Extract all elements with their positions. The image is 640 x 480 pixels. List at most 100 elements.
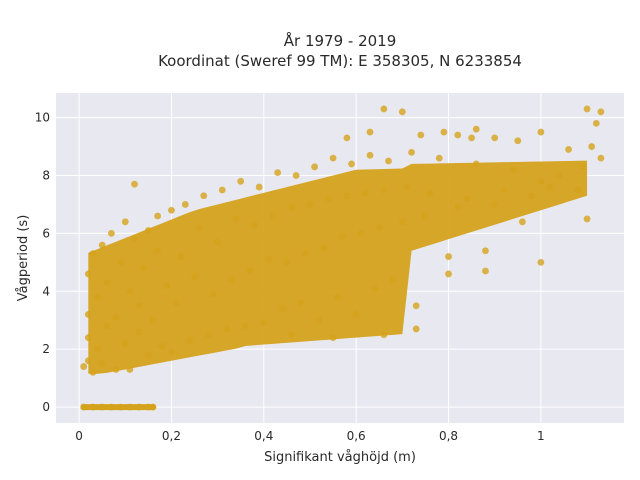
scatter-point (426, 189, 434, 197)
scatter-point (200, 192, 208, 200)
scatter-point (398, 218, 406, 226)
scatter-point (288, 203, 295, 211)
scatter-point (288, 331, 295, 339)
scatter-point (509, 166, 517, 174)
scatter-point (583, 215, 591, 223)
y-tick-label: 2 (42, 342, 50, 356)
scatter-point (94, 293, 101, 301)
scatter-point (546, 183, 554, 191)
scatter-point (343, 192, 351, 200)
scatter-point (98, 241, 106, 249)
scatter-point (412, 302, 420, 310)
scatter-point (385, 157, 392, 165)
scatter-point (108, 403, 115, 411)
scatter-point (255, 183, 263, 191)
scatter-point (389, 276, 397, 284)
scatter-point (251, 221, 258, 229)
scatter-point (445, 270, 452, 278)
scatter-point (537, 128, 545, 136)
scatter-point (334, 293, 342, 301)
scatter-point (579, 163, 586, 171)
scatter-point (117, 258, 125, 266)
scatter-point (149, 316, 157, 324)
scatter-point (84, 311, 92, 318)
scatter-point (519, 218, 526, 226)
scatter-point (463, 195, 471, 203)
scatter-point (121, 218, 129, 226)
scatter-point (191, 273, 198, 281)
y-axis-title: Vågperiod (s) (16, 215, 31, 302)
scatter-point (592, 119, 600, 127)
scatter-point (537, 177, 545, 185)
scatter-point (283, 258, 291, 266)
x-tick-label: 0,6 (347, 429, 366, 443)
scatter-point (94, 345, 101, 353)
scatter-point (306, 201, 314, 208)
x-axis-ticks: 0 0,2 0,4 0,6 0,8 1 (75, 429, 544, 443)
y-tick-label: 4 (42, 284, 50, 298)
scatter-point (223, 325, 231, 333)
scatter-point (412, 325, 420, 333)
y-tick-label: 10 (35, 111, 50, 125)
scatter-point (181, 201, 189, 208)
scatter-point (158, 342, 166, 350)
scatter-point (89, 403, 97, 411)
scatter-point (380, 105, 388, 113)
scatter-point (292, 172, 300, 179)
scatter-point (325, 195, 332, 203)
scatter-point (482, 267, 489, 275)
scatter-point (232, 215, 240, 223)
scatter-point (84, 334, 92, 342)
scatter-point (408, 148, 415, 156)
scatter-point (108, 229, 115, 237)
scatter-point (329, 154, 337, 162)
scatter-point (348, 160, 355, 168)
scatter-point (195, 224, 203, 232)
scatter-point (149, 403, 157, 411)
scatter-point (103, 279, 111, 287)
scatter-point (112, 366, 120, 373)
scatter-point (315, 316, 323, 324)
scatter-point (417, 131, 425, 139)
scatter-point (241, 322, 249, 330)
scatter-point (144, 227, 152, 234)
scatter-point (597, 154, 605, 162)
scatter-point (597, 108, 605, 116)
scatter-point (89, 250, 97, 258)
y-axis-ticks: 0 2 4 6 8 10 (35, 111, 50, 414)
scatter-point (500, 186, 508, 194)
scatter-point (361, 189, 369, 197)
scatter-point (375, 224, 383, 232)
scatter-point (172, 299, 180, 307)
scatter-point (403, 183, 411, 191)
scatter-point (274, 169, 282, 177)
scatter-point (338, 232, 346, 240)
scatter-point (177, 253, 185, 260)
scatter-point (117, 403, 125, 411)
scatter-point (131, 235, 138, 243)
scatter-point (583, 105, 591, 113)
scatter-point (126, 366, 134, 373)
scatter-point (121, 339, 129, 347)
x-tick-label: 0,4 (254, 429, 273, 443)
scatter-point (186, 337, 194, 344)
scatter-point (98, 403, 106, 411)
scatter-point (371, 284, 379, 292)
scatter-point (380, 186, 388, 194)
scatter-point (588, 143, 596, 150)
scatter-point (204, 331, 212, 339)
y-tick-label: 0 (42, 400, 50, 414)
scatter-point (103, 322, 111, 330)
scatter-point (555, 172, 563, 179)
chart-subtitle: Koordinat (Sweref 99 TM): E 358305, N 62… (158, 52, 522, 70)
scatter-point (366, 128, 374, 136)
scatter-point (140, 264, 148, 272)
scatter-point (565, 146, 572, 153)
scatter-point (482, 247, 489, 255)
scatter-point (246, 267, 254, 275)
scatter-point (168, 206, 175, 214)
scatter-point (472, 125, 480, 133)
scatter-point (269, 212, 277, 220)
scatter-point (260, 319, 268, 327)
scatter-point (357, 229, 365, 237)
